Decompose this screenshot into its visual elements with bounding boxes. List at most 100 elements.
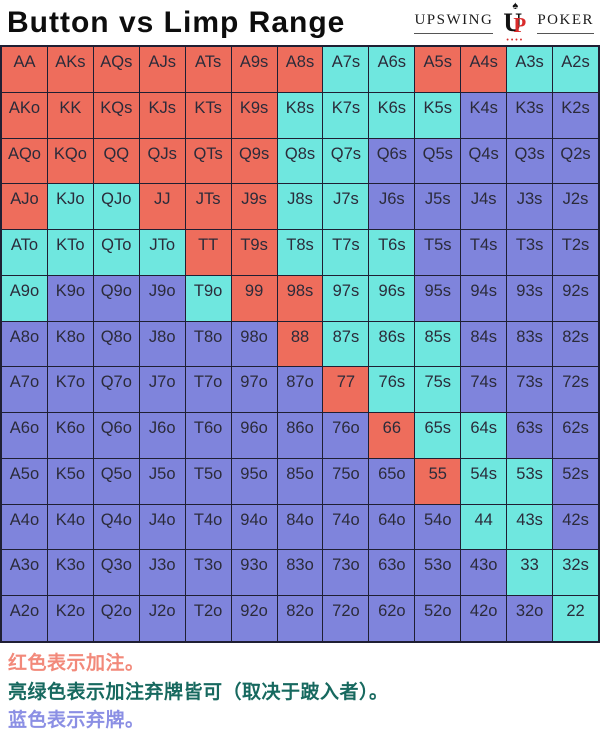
hand-cell-A6s: A6s	[369, 47, 415, 92]
hand-cell-73s: 73s	[507, 367, 553, 413]
hand-cell-52s: 52s	[553, 458, 598, 504]
brand-word-upswing: UPSWING	[414, 12, 494, 37]
hand-cell-K9o: K9o	[47, 275, 93, 321]
hand-cell-72o: 72o	[323, 596, 369, 641]
hand-cell-65o: 65o	[369, 458, 415, 504]
hand-cell-J5s: J5s	[415, 184, 461, 230]
hand-cell-Q3o: Q3o	[93, 550, 139, 596]
brand-logo: UPSWING ♠ U P •••• POKER	[414, 0, 596, 46]
hand-cell-AKo: AKo	[2, 92, 47, 138]
hand-cell-T3s: T3s	[507, 230, 553, 275]
hand-cell-83s: 83s	[507, 321, 553, 367]
hand-cell-T4o: T4o	[185, 504, 231, 550]
hand-cell-82o: 82o	[277, 596, 323, 641]
monogram-dots: ••••	[506, 36, 525, 44]
hand-cell-77: 77	[323, 367, 369, 413]
hand-cell-93o: 93o	[231, 550, 277, 596]
hand-cell-75s: 75s	[415, 367, 461, 413]
hand-cell-A4o: A4o	[2, 504, 47, 550]
hand-cell-87s: 87s	[323, 321, 369, 367]
hand-cell-QQ: QQ	[93, 138, 139, 184]
hand-cell-43o: 43o	[461, 550, 507, 596]
hand-cell-JJ: JJ	[139, 184, 185, 230]
hand-cell-T8o: T8o	[185, 321, 231, 367]
hand-cell-54o: 54o	[415, 504, 461, 550]
hand-cell-98s: 98s	[277, 275, 323, 321]
hand-cell-J4o: J4o	[139, 504, 185, 550]
legend-item-raise: 红色表示加注。	[8, 653, 145, 674]
hand-cell-T2o: T2o	[185, 596, 231, 641]
hand-cell-A7o: A7o	[2, 367, 47, 413]
hand-cell-Q4s: Q4s	[461, 138, 507, 184]
hand-cell-Q7o: Q7o	[93, 367, 139, 413]
hand-cell-K9s: K9s	[231, 92, 277, 138]
hand-cell-KTo: KTo	[47, 230, 93, 275]
hand-cell-A2o: A2o	[2, 596, 47, 641]
hand-cell-J2o: J2o	[139, 596, 185, 641]
hand-cell-Q4o: Q4o	[93, 504, 139, 550]
hand-cell-22: 22	[553, 596, 598, 641]
hand-cell-92s: 92s	[553, 275, 598, 321]
hand-cell-ATs: ATs	[185, 47, 231, 92]
hand-cell-K2o: K2o	[47, 596, 93, 641]
page-title: Button vs Limp Range	[7, 5, 346, 39]
hand-cell-T5s: T5s	[415, 230, 461, 275]
hand-cell-J5o: J5o	[139, 458, 185, 504]
hand-cell-K5s: K5s	[415, 92, 461, 138]
hand-cell-J3s: J3s	[507, 184, 553, 230]
hand-cell-J6s: J6s	[369, 184, 415, 230]
hand-cell-T4s: T4s	[461, 230, 507, 275]
hand-cell-T7s: T7s	[323, 230, 369, 275]
hand-cell-Q9o: Q9o	[93, 275, 139, 321]
hand-cell-K6s: K6s	[369, 92, 415, 138]
hand-cell-92o: 92o	[231, 596, 277, 641]
hand-cell-J6o: J6o	[139, 413, 185, 458]
hand-cell-KTs: KTs	[185, 92, 231, 138]
hand-cell-T7o: T7o	[185, 367, 231, 413]
hand-cell-ATo: ATo	[2, 230, 47, 275]
hand-cell-K5o: K5o	[47, 458, 93, 504]
hand-cell-64o: 64o	[369, 504, 415, 550]
hand-cell-73o: 73o	[323, 550, 369, 596]
hand-cell-KK: KK	[47, 92, 93, 138]
hand-cell-A8s: A8s	[277, 47, 323, 92]
hand-cell-62o: 62o	[369, 596, 415, 641]
hand-cell-A3o: A3o	[2, 550, 47, 596]
hand-cell-43s: 43s	[507, 504, 553, 550]
hand-cell-A6o: A6o	[2, 413, 47, 458]
hand-cell-32o: 32o	[507, 596, 553, 641]
hand-cell-94o: 94o	[231, 504, 277, 550]
header: Button vs Limp Range UPSWING ♠ U P •••• …	[0, 0, 600, 45]
hand-cell-97o: 97o	[231, 367, 277, 413]
spade-icon: ♠	[512, 0, 519, 12]
hand-cell-Q6o: Q6o	[93, 413, 139, 458]
hand-cell-J9o: J9o	[139, 275, 185, 321]
hand-cell-76s: 76s	[369, 367, 415, 413]
hand-cell-85s: 85s	[415, 321, 461, 367]
hand-cell-J8s: J8s	[277, 184, 323, 230]
hand-cell-84o: 84o	[277, 504, 323, 550]
hand-cell-95o: 95o	[231, 458, 277, 504]
brand-word-poker: POKER	[537, 12, 594, 37]
hand-cell-72s: 72s	[553, 367, 598, 413]
hand-cell-T9s: T9s	[231, 230, 277, 275]
hand-cell-A4s: A4s	[461, 47, 507, 92]
hand-cell-55: 55	[415, 458, 461, 504]
hand-cell-J4s: J4s	[461, 184, 507, 230]
hand-cell-95s: 95s	[415, 275, 461, 321]
hand-cell-Q2s: Q2s	[553, 138, 598, 184]
hand-cell-T5o: T5o	[185, 458, 231, 504]
monogram-letter-u: U	[503, 7, 523, 37]
hand-cell-K7o: K7o	[47, 367, 93, 413]
hand-cell-J2s: J2s	[553, 184, 598, 230]
hand-cell-64s: 64s	[461, 413, 507, 458]
hand-cell-Q2o: Q2o	[93, 596, 139, 641]
hand-cell-K4s: K4s	[461, 92, 507, 138]
hand-cell-JTs: JTs	[185, 184, 231, 230]
hand-cell-AQs: AQs	[93, 47, 139, 92]
hand-cell-KQo: KQo	[47, 138, 93, 184]
hand-cell-T6s: T6s	[369, 230, 415, 275]
hand-cell-K7s: K7s	[323, 92, 369, 138]
hand-cell-K3s: K3s	[507, 92, 553, 138]
hand-cell-42o: 42o	[461, 596, 507, 641]
